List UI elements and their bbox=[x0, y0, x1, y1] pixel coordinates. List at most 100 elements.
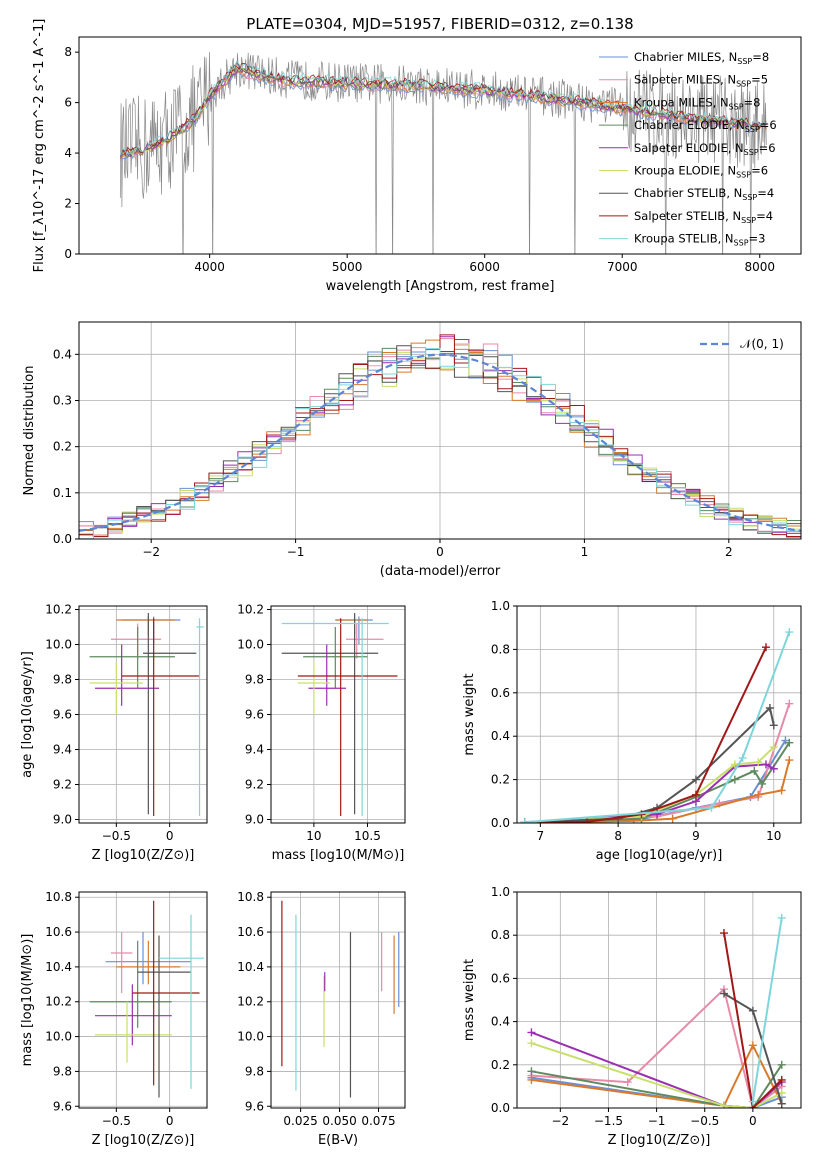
legend-entry: Salpeter STELIB, NSSP=4 bbox=[634, 209, 773, 225]
weight-marker bbox=[748, 1097, 757, 1106]
plot-area bbox=[281, 613, 398, 816]
legend-subscript: SSP bbox=[736, 80, 751, 89]
weight-marker bbox=[527, 1075, 536, 1084]
legend-subscript: SSP bbox=[736, 171, 751, 180]
y-tick-label: 0.2 bbox=[53, 440, 72, 454]
legend-entry: 𝒩(0, 1) bbox=[740, 337, 784, 351]
weight-marker bbox=[691, 775, 700, 784]
x-tick-label: 0 bbox=[436, 545, 444, 559]
x-tick-label: 10 bbox=[766, 829, 781, 843]
x-tick-label: −0.5 bbox=[102, 1114, 131, 1128]
axes-frame bbox=[516, 605, 802, 824]
weight-marker bbox=[738, 753, 747, 762]
y-tick-label: 9.4 bbox=[53, 743, 72, 757]
x-axis-label: Z [log10(Z/Z⊙)] bbox=[92, 848, 195, 863]
weight-marker bbox=[769, 764, 778, 773]
weight-marker bbox=[769, 721, 778, 730]
axes-frame bbox=[270, 891, 406, 1109]
y-tick-label: 9.2 bbox=[245, 778, 264, 792]
weight-marker bbox=[520, 818, 529, 823]
x-axis-label: mass [log10(M/M⊙)] bbox=[272, 848, 405, 863]
weight-marker bbox=[785, 738, 794, 747]
y-tick-label: 0.6 bbox=[491, 686, 510, 700]
y-tick-label: 10.8 bbox=[237, 890, 264, 904]
weight-marker bbox=[761, 760, 770, 769]
y-axis-label: mass [log10(M/M⊙)] bbox=[20, 934, 35, 1067]
y-tick-label: 9.2 bbox=[53, 778, 72, 792]
x-tick-label: 0.025 bbox=[283, 1114, 317, 1128]
y-axis-label: Flux [f_λ10^-17 erg cm^-2 s^-1 A^-1] bbox=[32, 19, 47, 273]
y-tick-label: 0.8 bbox=[491, 928, 510, 942]
figure-title: PLATE=0304, MJD=51957, FIBERID=0312, z=0… bbox=[246, 15, 633, 33]
axes-frame bbox=[78, 36, 802, 255]
y-tick-label: 0.1 bbox=[53, 486, 72, 500]
weight-line bbox=[524, 631, 791, 823]
residual-legend: 𝒩(0, 1) bbox=[700, 337, 784, 351]
x-axis-label: (data-model)/error bbox=[380, 564, 501, 579]
weight-marker bbox=[748, 1006, 757, 1015]
chart-age-vs-Z: −0.5 0 9.0 9.2 9.4 9.6 9.8 10.0 10.2 Z [log10(Z/Z… bbox=[20, 603, 208, 863]
chart-mass-vs-Z: −0.5 0 9.6 9.8 10.0 10.2 10.4 10.6 10.8 Z [log10(… bbox=[20, 890, 208, 1148]
y-tick-label: 9.8 bbox=[245, 1064, 264, 1078]
legend-entry: Kroupa STELIB, NSSP=3 bbox=[634, 232, 765, 248]
y-tick-label: 10.2 bbox=[237, 995, 264, 1009]
y-tick-label: 10.2 bbox=[45, 995, 72, 1009]
weight-marker bbox=[730, 775, 739, 784]
x-tick-label: 0 bbox=[166, 1114, 174, 1128]
y-tick-label: 0.3 bbox=[53, 393, 72, 407]
y-tick-label: 1.0 bbox=[491, 599, 510, 613]
x-tick-label: 10 bbox=[306, 829, 321, 843]
x-tick-label: 0.075 bbox=[361, 1114, 395, 1128]
chart-age-vs-mass: 10 10.5 9.0 9.2 9.4 9.6 9.8 10.0 10.2 mass [log10… bbox=[237, 603, 406, 863]
y-axis-label: mass weight bbox=[462, 673, 477, 755]
x-tick-label: −2 bbox=[551, 1114, 569, 1128]
y-tick-label: 0 bbox=[64, 247, 72, 261]
x-tick-label: −1.5 bbox=[594, 1114, 623, 1128]
x-tick-label: 4000 bbox=[194, 260, 225, 274]
legend-subscript: SSP bbox=[737, 57, 752, 66]
y-tick-label: 0.0 bbox=[491, 816, 510, 830]
y-tick-label: 0.0 bbox=[53, 532, 72, 546]
y-axis-label: mass weight bbox=[462, 959, 477, 1041]
chart-mass-vs-ebv: 0.025 0.050 0.075 9.6 9.8 10.0 10.2 10.4 10.6 10.… bbox=[237, 890, 406, 1148]
weight-marker bbox=[761, 643, 770, 652]
x-axis-label: Z [log10(Z/Z⊙)] bbox=[608, 1133, 711, 1148]
legend-nssp: =6 bbox=[760, 118, 777, 132]
plot-area bbox=[119, 51, 767, 254]
legend-entry: Chabrier STELIB, NSSP=4 bbox=[634, 186, 774, 202]
weight-line bbox=[751, 917, 783, 1102]
x-tick-label: 2 bbox=[725, 545, 733, 559]
x-tick-label: 7000 bbox=[607, 260, 638, 274]
y-tick-label: 9.8 bbox=[53, 673, 72, 687]
model-line-kroupa-stelib bbox=[119, 60, 767, 156]
legend-subscript: SSP bbox=[742, 193, 757, 202]
legend-entry: Salpeter ELODIE, NSSP=6 bbox=[634, 141, 776, 157]
x-tick-label: 5000 bbox=[332, 260, 363, 274]
weight-marker bbox=[785, 699, 794, 708]
weight-marker bbox=[758, 779, 767, 788]
y-tick-label: 9.8 bbox=[245, 673, 264, 687]
y-tick-label: 0.0 bbox=[491, 1101, 510, 1115]
y-tick-label: 10.4 bbox=[45, 960, 72, 974]
legend-subscript: SSP bbox=[729, 102, 744, 111]
chart-residuals: −2 −1 0 1 2 0.0 0.1 0.2 0.3 0.4 (data-model)/error… bbox=[22, 321, 802, 579]
weight-marker bbox=[777, 913, 786, 922]
y-tick-label: 10.0 bbox=[45, 1030, 72, 1044]
y-tick-label: 10.0 bbox=[45, 638, 72, 652]
weight-marker bbox=[777, 1075, 786, 1084]
weight-marker bbox=[668, 814, 677, 823]
legend-entry: Salpeter MILES, NSSP=5 bbox=[634, 73, 768, 89]
legend-subscript: SSP bbox=[741, 216, 756, 225]
y-tick-label: 0.2 bbox=[491, 1058, 510, 1072]
weight-marker bbox=[785, 628, 794, 637]
y-tick-label: 0.4 bbox=[491, 1015, 510, 1029]
x-tick-label: 8 bbox=[614, 829, 622, 843]
weight-marker bbox=[785, 756, 794, 765]
legend-nssp: =6 bbox=[751, 164, 768, 178]
x-axis-label: E(B-V) bbox=[318, 1133, 358, 1148]
legend-nssp: =6 bbox=[759, 141, 776, 155]
plot-area bbox=[281, 900, 400, 1098]
x-tick-label: 8000 bbox=[744, 260, 775, 274]
legend-nssp: =3 bbox=[749, 232, 766, 246]
